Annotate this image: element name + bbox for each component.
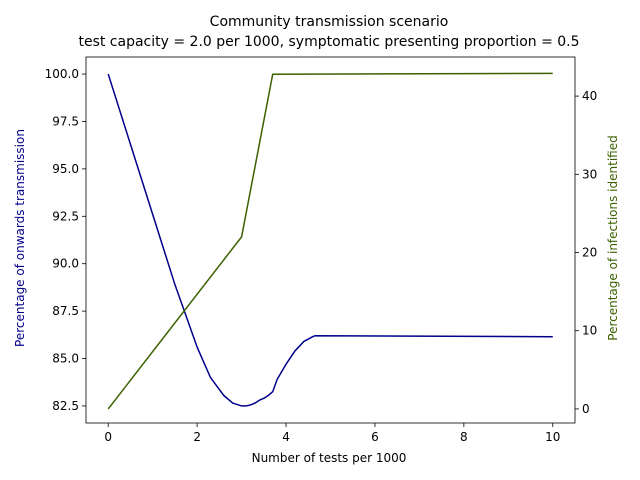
x-tick-label-3: 6 (371, 430, 379, 444)
x-axis-label: Number of tests per 1000 (252, 451, 407, 465)
y-right-tick-label-4: 40 (582, 89, 597, 103)
series-line-infections-identified (107, 72, 553, 410)
y-left-tick-label-0: 82.5 (52, 399, 79, 413)
y-left-tick-label-2: 87.5 (52, 304, 79, 318)
series-line-onwards-transmission (107, 73, 553, 407)
y-left-tick-label-3: 90.0 (52, 257, 79, 271)
y-right-tick-label-3: 30 (582, 167, 597, 181)
chart-title: Community transmission scenario (210, 14, 449, 30)
y-axis-left-label: Percentage of onwards transmission (13, 129, 27, 347)
x-tick-label-1: 2 (193, 430, 201, 444)
plot-frame (85, 56, 576, 424)
y-left-tick-label-6: 97.5 (52, 114, 79, 128)
y-left-tick-label-5: 95.0 (52, 162, 79, 176)
y-axis-right-label: Percentage of infections identified (606, 135, 620, 340)
plot-area: 0 2 4 6 8 10 82.5 85.0 87.5 90.0 92.5 95.0 97.5 100.0… (45, 56, 597, 444)
y-right-tick-label-2: 20 (582, 246, 597, 260)
y-left-tick-label-1: 85.0 (52, 352, 79, 366)
y-right-tick-label-0: 0 (582, 402, 590, 416)
x-tick-label-5: 10 (545, 430, 560, 444)
chart-subtitle: test capacity = 2.0 per 1000, symptomati… (78, 34, 579, 50)
x-tick-label-4: 8 (460, 430, 468, 444)
y-left-tick-label-4: 92.5 (52, 209, 79, 223)
x-tick-label-0: 0 (104, 430, 112, 444)
y-right-tick-label-1: 10 (582, 324, 597, 338)
y-left-tick-label-7: 100.0 (45, 67, 79, 81)
x-tick-label-2: 4 (282, 430, 290, 444)
